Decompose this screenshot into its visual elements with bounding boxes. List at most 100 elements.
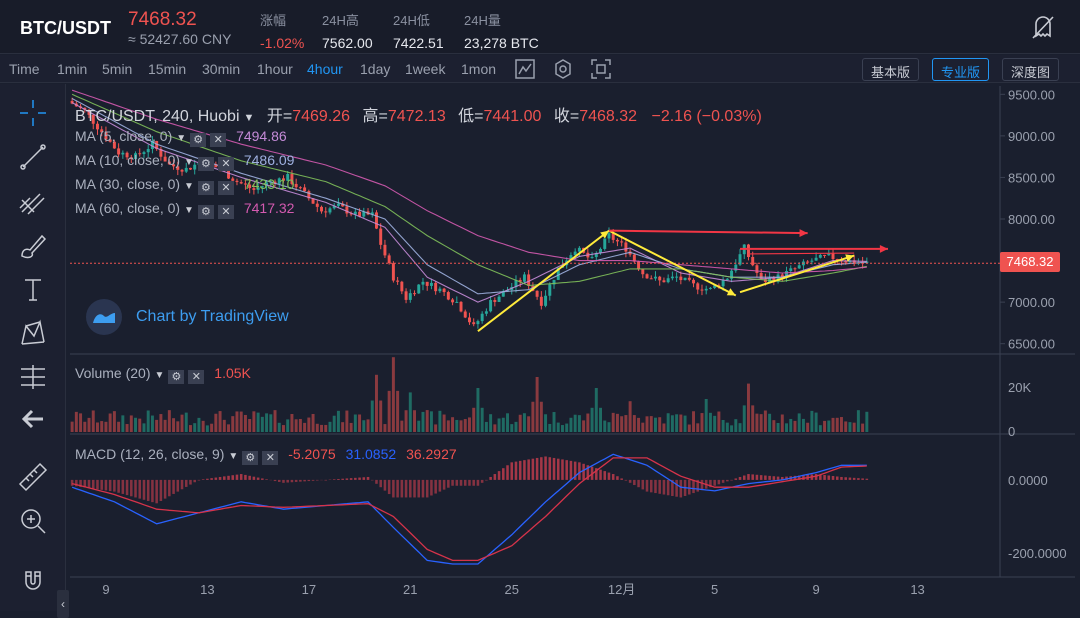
volume-bar [121,415,124,432]
ma60-legend[interactable]: MA (60, close, 0)▼⚙✕ 7417.32 [75,200,294,219]
x-tick-label: 5 [711,582,718,597]
volume-bar [603,421,606,432]
chart-title[interactable]: BTC/USDT, 240, Huobi [75,108,240,125]
macd-hist-bar [426,480,429,498]
volume-bar [607,422,610,432]
macd-hist-bar [189,480,192,485]
candle-body [684,278,687,280]
tradingview-branding[interactable]: Chart by TradingView [86,299,289,335]
open-value: 7469.26 [292,108,350,125]
volume-bar [269,414,272,432]
x-tick-label: 17 [302,582,316,597]
ruler-icon[interactable] [16,460,50,494]
macd-hist-bar [172,480,175,494]
text-icon[interactable] [16,272,50,306]
volume-bar [168,410,171,432]
candle-body [624,242,627,251]
x-tick-label: 21 [403,582,417,597]
macd-hist-bar [147,480,150,501]
macd-hist-bar [646,480,649,492]
macd-hist-bar [570,461,573,480]
volume-bar [582,420,585,432]
macd-hist-bar [451,480,454,486]
candle-body [468,317,471,322]
fib-icon[interactable] [16,184,50,218]
volume-bar [730,425,733,432]
volume-bar [578,415,581,432]
ma5-legend[interactable]: MA (5, close, 0)▼⚙✕ 7494.86 [75,128,287,147]
candle-body [641,269,644,274]
macd-hist-bar [392,480,395,498]
measure-icon[interactable] [16,360,50,394]
volume-bar [777,423,780,432]
volume-bar [88,418,91,432]
volume-bar [591,408,594,432]
macd-hist-bar [844,477,847,480]
macd-hist-bar [667,480,670,495]
macd-hist-bar [160,480,163,501]
macd-hist-bar [286,480,289,483]
volume-bar [481,408,484,432]
macd-hist-bar [185,480,188,487]
macd-hist-bar [650,480,653,492]
back-arrow-icon[interactable] [16,402,50,436]
crosshair-icon[interactable] [16,96,50,130]
macd-hist-bar [422,480,425,498]
macd-hist-bar [164,480,167,499]
volume-bar [333,416,336,432]
volume-bar [722,420,725,432]
volume-legend[interactable]: Volume (20)▼⚙✕ 1.05K [75,365,251,384]
volume-bar [827,421,830,432]
volume-bar [810,411,813,432]
macd-hist-bar [363,477,366,480]
volume-bar [506,413,509,432]
change-value: −2.16 (−0.03%) [651,108,761,125]
volume-bar [328,422,331,432]
macd-hist-bar [113,480,116,492]
volume-bar [362,420,365,432]
ma30-legend[interactable]: MA (30, close, 0)▼⚙✕ 7433.10 [75,176,294,195]
volume-bar [278,423,281,432]
ma10-legend[interactable]: MA (10, close, 0)▼⚙✕ 7486.09 [75,152,294,171]
price-tick-label: 9500.00 [1008,87,1055,102]
macd-legend[interactable]: MACD (12, 26, close, 9)▼⚙✕ -5.2075 31.08… [75,446,457,465]
macd-hist-bar [100,480,103,490]
volume-bar [240,412,243,432]
candle-body [760,273,763,279]
candle-body [654,277,657,279]
trendline-icon[interactable] [16,140,50,174]
volume-bar [223,420,226,432]
volume-bar [134,418,137,432]
magnet-icon[interactable] [16,564,50,598]
macd-hist-bar [88,480,91,488]
collapse-sidebar-button[interactable]: ‹ [57,590,69,618]
volume-bar [637,418,640,432]
macd-hist-bar [231,475,234,480]
macd-hist-bar [227,476,230,480]
volume-bar [485,422,488,432]
candle-body [548,285,551,296]
macd-hist-bar [299,480,302,482]
macd-hist-bar [257,478,260,480]
candle-body [688,278,691,280]
volume-bar [248,419,251,432]
volume-bar [853,423,856,432]
candle-body [650,278,653,279]
macd-hist-bar [219,477,222,480]
volume-bar [117,422,120,432]
candle-body [396,281,399,282]
pattern-icon[interactable] [16,316,50,350]
volume-bar [646,416,649,432]
zoom-in-icon[interactable] [16,504,50,538]
volume-bar [219,411,222,432]
brush-icon[interactable] [16,228,50,262]
volume-bar [303,423,306,432]
macd-hist-bar [126,480,129,495]
macd-hist-bar [637,480,640,487]
candle-body [751,257,754,265]
volume-bar [126,424,129,432]
macd-hist-bar [629,480,632,483]
macd-signal-line [72,458,867,561]
price-tick-label: 7000.00 [1008,295,1055,310]
candle-body [692,280,695,284]
